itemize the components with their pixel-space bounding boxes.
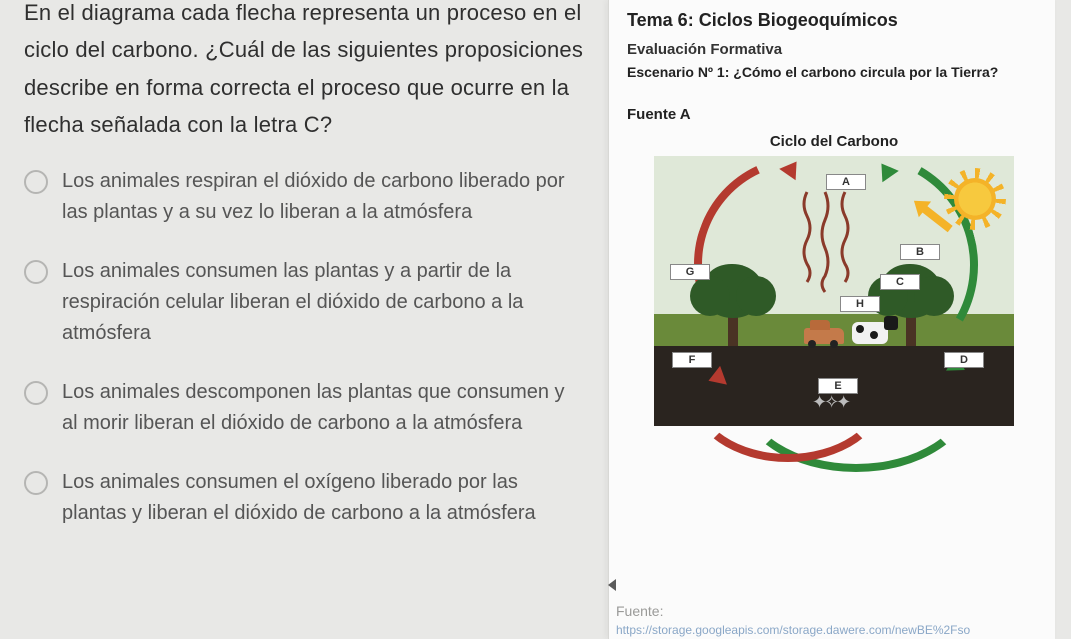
- option-a[interactable]: Los animales respiran el dióxido de carb…: [24, 166, 584, 228]
- question-stem: En el diagrama cada flecha representa un…: [24, 0, 584, 144]
- stem-line: ciclo del carbono. ¿Cuál de las siguient…: [24, 37, 583, 62]
- emission-squiggle-icon: [820, 192, 824, 262]
- diagram-label-a: A: [826, 174, 866, 190]
- resource-column: Tema 6: Ciclos Biogeoquímicos Evaluación…: [600, 0, 1071, 639]
- option-text: Los animales consumen el oxígeno liberad…: [62, 467, 584, 529]
- scenario-text: Escenario Nº 1: ¿Cómo el carbono circula…: [627, 64, 1041, 80]
- scroll-left-icon[interactable]: [608, 579, 616, 591]
- source-url: https://storage.googleapis.com/storage.d…: [616, 623, 970, 637]
- stem-line: describe en forma correcta el proceso qu…: [24, 75, 569, 100]
- stem-line: En el diagrama cada flecha representa un…: [24, 0, 581, 25]
- resource-panel: Tema 6: Ciclos Biogeoquímicos Evaluación…: [608, 0, 1055, 639]
- diagram-label-c: C: [880, 274, 920, 290]
- emission-squiggle-icon: [840, 192, 844, 262]
- theme-title: Tema 6: Ciclos Biogeoquímicos: [627, 10, 1041, 31]
- option-b[interactable]: Los animales consumen las plantas y a pa…: [24, 256, 584, 349]
- diagram-label-g: G: [670, 264, 710, 280]
- cow-icon: [852, 322, 888, 344]
- source-caption: Fuente:: [616, 603, 663, 619]
- option-c[interactable]: Los animales descomponen las plantas que…: [24, 377, 584, 439]
- red-bottom-arc-icon: [690, 326, 886, 462]
- page-root: En el diagrama cada flecha representa un…: [0, 0, 1071, 639]
- diagram-label-h: H: [840, 296, 880, 312]
- radio-icon[interactable]: [24, 381, 48, 405]
- emission-squiggle-icon: [802, 192, 806, 262]
- diagram-label-f: F: [672, 352, 712, 368]
- diagram-label-e: E: [818, 378, 858, 394]
- diagram-title: Ciclo del Carbono: [654, 133, 1014, 150]
- diagram-container: Ciclo del Carbono: [654, 133, 1014, 426]
- option-text: Los animales consumen las plantas y a pa…: [62, 256, 584, 349]
- tree-icon: [702, 264, 764, 346]
- option-text: Los animales descomponen las plantas que…: [62, 377, 584, 439]
- source-label: Fuente A: [627, 106, 1041, 123]
- carbon-cycle-diagram: ✦✧✦ A B C H G F E D: [654, 156, 1014, 426]
- sun-icon: [954, 178, 996, 220]
- radio-icon[interactable]: [24, 170, 48, 194]
- diagram-label-b: B: [900, 244, 940, 260]
- car-icon: [804, 328, 844, 344]
- radio-icon[interactable]: [24, 260, 48, 284]
- evaluation-subtitle: Evaluación Formativa: [627, 41, 1041, 58]
- stem-line: flecha señalada con la letra C?: [24, 112, 332, 137]
- fossil-icon: ✦✧✦: [812, 392, 848, 413]
- option-d[interactable]: Los animales consumen el oxígeno liberad…: [24, 467, 584, 529]
- question-column: En el diagrama cada flecha representa un…: [0, 0, 600, 639]
- diagram-label-d: D: [944, 352, 984, 368]
- radio-icon[interactable]: [24, 471, 48, 495]
- options-list: Los animales respiran el dióxido de carb…: [24, 166, 584, 529]
- option-text: Los animales respiran el dióxido de carb…: [62, 166, 584, 228]
